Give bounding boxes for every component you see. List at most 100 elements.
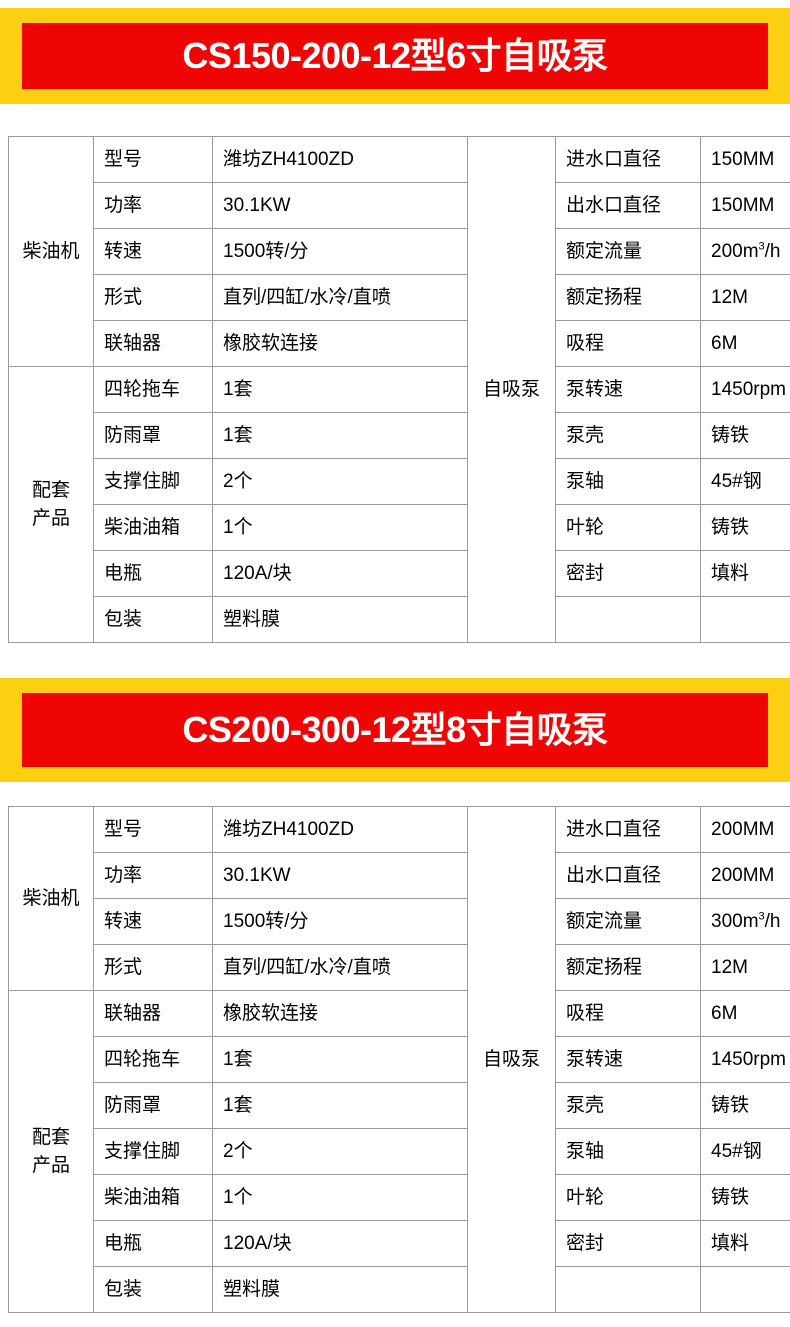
- banner-inner-2: CS200-300-12型8寸自吸泵: [22, 693, 768, 767]
- pump-spec-value: 铸铁: [700, 1082, 790, 1129]
- pump-spec-key: [555, 1266, 701, 1313]
- row-group-label: 柴油机: [8, 136, 94, 367]
- pump-spec-value: [700, 1266, 790, 1313]
- spec-key: 四轮拖车: [93, 1036, 213, 1083]
- table-row: 柴油机 型号 潍坊ZH4100ZD 自吸泵 进水口直径 150MM: [8, 136, 790, 643]
- pump-spec-value: 1450rpm: [700, 1036, 790, 1083]
- table-row: 防雨罩 1套 泵壳 铸铁: [9, 412, 790, 459]
- pump-spec-value: 铸铁: [700, 1174, 790, 1221]
- pump-spec-value: 12M: [700, 274, 790, 321]
- spec-value: 120A/块: [212, 550, 468, 597]
- section-banner-2: CS200-300-12型8寸自吸泵: [0, 678, 790, 782]
- pump-spec-key: 泵转速: [555, 366, 701, 413]
- pump-spec-key: 出水口直径: [555, 852, 701, 899]
- spec-value: 潍坊ZH4100ZD: [212, 806, 468, 853]
- spec-key: 功率: [93, 852, 213, 899]
- table-row: 包装 塑料膜: [9, 596, 790, 643]
- spec-value: 30.1KW: [212, 852, 468, 899]
- spec-value: 1个: [212, 1174, 468, 1221]
- spec-value: 橡胶软连接: [212, 990, 468, 1037]
- pump-spec-value: 45#钢: [700, 458, 790, 505]
- spec-value: 1个: [212, 504, 468, 551]
- spec-key: 转速: [93, 228, 213, 275]
- spec-key: 功率: [93, 182, 213, 229]
- spec-key: 形式: [93, 274, 213, 321]
- pump-spec-key: 泵轴: [555, 458, 701, 505]
- pump-spec-key: 吸程: [555, 320, 701, 367]
- pump-spec-value: 150MM: [700, 136, 790, 183]
- spec-key: 柴油油箱: [93, 504, 213, 551]
- pump-spec-value: 6M: [700, 320, 790, 367]
- spec-key: 转速: [93, 898, 213, 945]
- pump-spec-value: 填料: [700, 550, 790, 597]
- spec-table-1-body: 柴油机 型号 潍坊ZH4100ZD 自吸泵 进水口直径 150MM 功率 30.1KW 出水口直…: [8, 136, 790, 643]
- pump-spec-key: 额定扬程: [555, 944, 701, 991]
- spec-value: 2个: [212, 458, 468, 505]
- spec-key: 四轮拖车: [93, 366, 213, 413]
- spec-value: 2个: [212, 1128, 468, 1175]
- table-row: 电瓶 120A/块 密封 填料: [9, 550, 790, 597]
- spec-value: 直列/四缸/水冷/直喷: [212, 274, 468, 321]
- table-row: 柴油机 型号 潍坊ZH4100ZD 自吸泵 进水口直径 200MM: [8, 806, 790, 1313]
- pump-spec-key: 泵壳: [555, 412, 701, 459]
- pump-spec-key: 叶轮: [555, 504, 701, 551]
- table-row: 转速 1500转/分 额定流量 200m3/h: [9, 228, 790, 275]
- table-row: 支撑住脚 2个 泵轴 45#钢: [9, 1128, 790, 1175]
- spec-key: 防雨罩: [93, 1082, 213, 1129]
- pump-spec-key: 密封: [555, 1220, 701, 1267]
- table-row: 柴油油箱 1个 叶轮 铸铁: [9, 1174, 790, 1221]
- pump-spec-key: 吸程: [555, 990, 701, 1037]
- pump-group-label: 自吸泵: [467, 136, 556, 643]
- table-row: 形式 直列/四缸/水冷/直喷 额定扬程 12M: [9, 274, 790, 321]
- spec-value: 1套: [212, 366, 468, 413]
- spec-value: 塑料膜: [212, 1266, 468, 1313]
- banner-inner-1: CS150-200-12型6寸自吸泵: [22, 23, 768, 89]
- pump-spec-key: 进水口直径: [555, 806, 701, 853]
- table-row: 转速 1500转/分 额定流量 300m3/h: [9, 898, 790, 945]
- pump-spec-key: 进水口直径: [555, 136, 701, 183]
- table-row: 支撑住脚 2个 泵轴 45#钢: [9, 458, 790, 505]
- pump-group-label: 自吸泵: [467, 806, 556, 1313]
- pump-spec-key: 密封: [555, 550, 701, 597]
- spec-table-1: 柴油机 型号 潍坊ZH4100ZD 自吸泵 进水口直径 150MM 功率 30.1KW 出水口直…: [8, 136, 790, 643]
- pump-spec-value: 填料: [700, 1220, 790, 1267]
- spec-key: 型号: [93, 806, 213, 853]
- pump-spec-value: 12M: [700, 944, 790, 991]
- table-row: 配套 产品 联轴器 橡胶软连接 吸程 6M: [8, 990, 790, 1313]
- spec-key: 防雨罩: [93, 412, 213, 459]
- spec-value: 30.1KW: [212, 182, 468, 229]
- pump-spec-key: 泵壳: [555, 1082, 701, 1129]
- row-group-label: 配套 产品: [8, 990, 94, 1313]
- spec-value: 直列/四缸/水冷/直喷: [212, 944, 468, 991]
- spec-key: 包装: [93, 596, 213, 643]
- spec-value: 1500转/分: [212, 228, 468, 275]
- pump-spec-value: 300m3/h: [700, 898, 790, 945]
- table-row: 包装 塑料膜: [9, 1266, 790, 1313]
- spec-key: 联轴器: [93, 320, 213, 367]
- pump-spec-value: 150MM: [700, 182, 790, 229]
- table-row: 防雨罩 1套 泵壳 铸铁: [9, 1082, 790, 1129]
- spec-table-2: 柴油机 型号 潍坊ZH4100ZD 自吸泵 进水口直径 200MM 功率 30.1KW 出水口直…: [8, 806, 790, 1313]
- pump-spec-value: 1450rpm: [700, 366, 790, 413]
- spec-key: 形式: [93, 944, 213, 991]
- pump-spec-value: 200m3/h: [700, 228, 790, 275]
- spec-key: 支撑住脚: [93, 1128, 213, 1175]
- spec-value: 潍坊ZH4100ZD: [212, 136, 468, 183]
- banner-title-1: CS150-200-12型6寸自吸泵: [182, 35, 608, 76]
- spec-value: 120A/块: [212, 1220, 468, 1267]
- table-row: 四轮拖车 1套 泵转速 1450rpm: [9, 1036, 790, 1083]
- spec-value: 橡胶软连接: [212, 320, 468, 367]
- table-row: 功率 30.1KW 出水口直径 150MM: [9, 182, 790, 229]
- pump-spec-key: 叶轮: [555, 1174, 701, 1221]
- row-group-label: 配套 产品: [8, 366, 94, 643]
- pump-spec-key: 额定流量: [555, 228, 701, 275]
- pump-spec-key: [555, 596, 701, 643]
- pump-spec-value: 45#钢: [700, 1128, 790, 1175]
- row-group-label: 柴油机: [8, 806, 94, 991]
- pump-spec-key: 额定扬程: [555, 274, 701, 321]
- table-row: 联轴器 橡胶软连接 吸程 6M: [9, 320, 790, 367]
- table-row: 形式 直列/四缸/水冷/直喷 额定扬程 12M: [9, 944, 790, 991]
- spec-value: 塑料膜: [212, 596, 468, 643]
- section-banner-1: CS150-200-12型6寸自吸泵: [0, 8, 790, 104]
